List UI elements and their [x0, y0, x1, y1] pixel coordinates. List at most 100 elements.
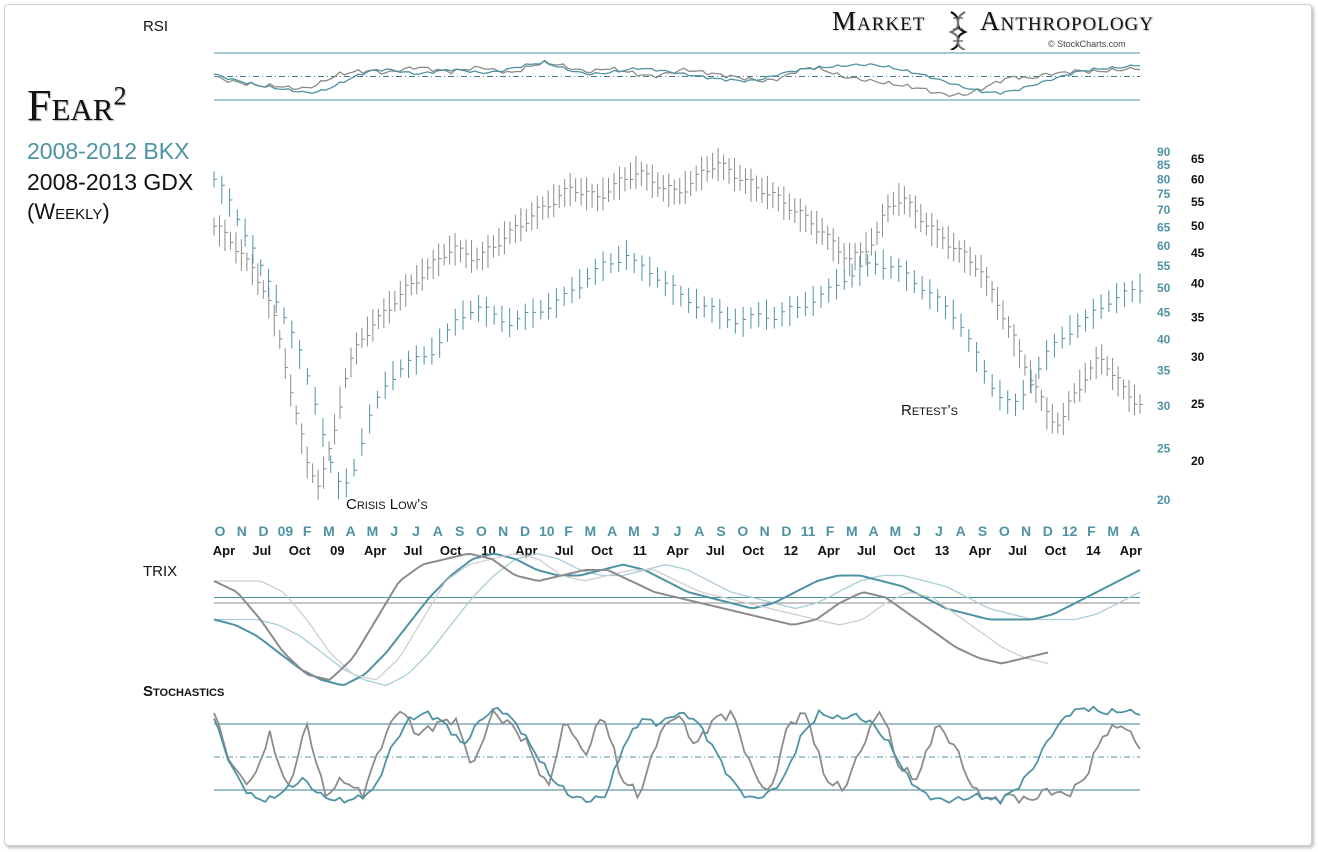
rsi-line-gdx	[213, 59, 1141, 98]
trix-signal-gdx	[214, 553, 1049, 681]
y-tick-gdx-25: 25	[1191, 397, 1205, 411]
page-title: Fear2	[27, 81, 127, 130]
x-tick-top-35: S	[978, 523, 987, 539]
x-tick-top-17: M	[585, 523, 597, 539]
x-tick-top-3: 09	[278, 523, 294, 539]
x-tick-top-42: A	[1130, 523, 1140, 539]
x-tick-bottom-21: Jul	[1008, 543, 1027, 558]
y-tick-bkx-40: 40	[1157, 333, 1171, 347]
y-tick-bkx-45: 45	[1157, 305, 1171, 319]
x-tick-top-19: M	[628, 523, 640, 539]
x-tick-top-15: 10	[539, 523, 555, 539]
subtitle-bkx: 2008-2012 BKX	[27, 138, 190, 164]
y-tick-gdx-30: 30	[1191, 350, 1205, 364]
x-tick-bottom-15: 12	[784, 543, 798, 558]
x-tick-top-6: A	[346, 523, 356, 539]
chart-frame	[4, 4, 1312, 846]
y-tick-bkx-55: 55	[1157, 259, 1171, 273]
dna-logo-icon	[945, 10, 971, 52]
x-tick-top-40: F	[1087, 523, 1096, 539]
trix-panel-label: TRIX	[143, 563, 178, 580]
brand-left: Market	[832, 6, 926, 36]
x-tick-top-21: J	[674, 523, 682, 539]
x-tick-bottom-4: Apr	[364, 543, 386, 558]
brand-right: Anthropology	[980, 6, 1154, 36]
x-tick-top-7: M	[367, 523, 379, 539]
x-tick-bottom-6: Oct	[440, 543, 462, 558]
y-tick-bkx-70: 70	[1157, 203, 1171, 217]
y-tick-gdx-45: 45	[1191, 246, 1205, 260]
x-tick-bottom-13: Jul	[706, 543, 725, 558]
x-tick-top-38: D	[1043, 523, 1053, 539]
y-tick-gdx-20: 20	[1191, 454, 1205, 468]
x-tick-top-27: 11	[801, 523, 816, 539]
y-tick-bkx-65: 65	[1157, 220, 1171, 234]
y-tick-bkx-75: 75	[1157, 187, 1171, 201]
x-tick-top-24: O	[737, 523, 748, 539]
rsi-panel-label: RSI	[143, 18, 169, 35]
x-tick-bottom-1: Jul	[252, 543, 271, 558]
subtitle-gdx: 2008-2013 GDX	[27, 169, 194, 195]
x-tick-bottom-14: Oct	[742, 543, 764, 558]
rsi-line-bkx	[213, 60, 1141, 95]
y-tick-bkx-80: 80	[1157, 172, 1171, 186]
x-tick-top-29: M	[846, 523, 858, 539]
annotation-crisis-low: Crisis Low’s	[346, 496, 428, 513]
x-tick-top-41: M	[1107, 523, 1119, 539]
x-tick-top-25: N	[760, 523, 770, 539]
x-tick-bottom-23: 14	[1086, 543, 1101, 558]
y-tick-gdx-35: 35	[1191, 311, 1205, 325]
x-tick-bottom-9: Jul	[555, 543, 574, 558]
x-tick-top-13: N	[498, 523, 508, 539]
stockcharts-credit: © StockCharts.com	[1048, 39, 1126, 49]
x-tick-top-0: O	[215, 523, 226, 539]
trix-line-gdx	[213, 552, 1049, 681]
x-tick-top-22: A	[694, 523, 704, 539]
x-tick-top-39: 12	[1062, 523, 1078, 539]
stochastics-panel-label: Stochastics	[143, 683, 225, 700]
x-tick-bottom-2: Oct	[289, 543, 311, 558]
x-tick-top-4: F	[303, 523, 312, 539]
x-tick-top-31: M	[890, 523, 902, 539]
x-tick-top-26: D	[781, 523, 791, 539]
x-tick-top-8: J	[390, 523, 398, 539]
y-tick-gdx-60: 60	[1191, 173, 1205, 187]
x-tick-bottom-5: Jul	[404, 543, 423, 558]
x-tick-bottom-19: 13	[935, 543, 949, 558]
y-tick-bkx-50: 50	[1157, 281, 1171, 295]
x-tick-top-10: A	[433, 523, 443, 539]
x-tick-bottom-10: Oct	[591, 543, 613, 558]
y-tick-bkx-60: 60	[1157, 239, 1171, 253]
y-tick-gdx-55: 55	[1191, 195, 1205, 209]
x-tick-bottom-12: Apr	[666, 543, 688, 558]
x-tick-bottom-24: Apr	[1120, 543, 1142, 558]
y-tick-gdx-40: 40	[1191, 276, 1205, 290]
x-tick-top-34: A	[956, 523, 966, 539]
x-tick-bottom-22: Oct	[1045, 543, 1067, 558]
x-tick-top-23: S	[716, 523, 725, 539]
y-tick-bkx-35: 35	[1157, 364, 1171, 378]
annotation-retest: Retest’s	[901, 402, 958, 419]
y-tick-bkx-25: 25	[1157, 441, 1171, 455]
x-tick-top-18: A	[607, 523, 617, 539]
x-tick-top-28: F	[826, 523, 835, 539]
trix-signal-bkx	[214, 553, 1141, 687]
x-tick-top-11: S	[455, 523, 464, 539]
x-tick-bottom-3: 09	[330, 543, 344, 558]
x-tick-bottom-18: Oct	[893, 543, 915, 558]
y-tick-bkx-90: 90	[1157, 145, 1171, 159]
x-tick-bottom-20: Apr	[969, 543, 991, 558]
x-tick-bottom-16: Apr	[817, 543, 839, 558]
x-tick-top-37: N	[1021, 523, 1031, 539]
y-tick-bkx-85: 85	[1157, 158, 1171, 172]
y-tick-bkx-20: 20	[1157, 493, 1171, 507]
subtitle-frequency: (Weekly)	[27, 199, 110, 224]
x-tick-top-32: J	[913, 523, 921, 539]
x-tick-top-30: A	[869, 523, 879, 539]
x-tick-top-5: M	[323, 523, 335, 539]
x-tick-top-1: N	[237, 523, 247, 539]
trix-line-bkx	[213, 552, 1141, 686]
x-tick-top-9: J	[412, 523, 420, 539]
x-tick-top-2: D	[259, 523, 269, 539]
x-tick-bottom-0: Apr	[213, 543, 235, 558]
